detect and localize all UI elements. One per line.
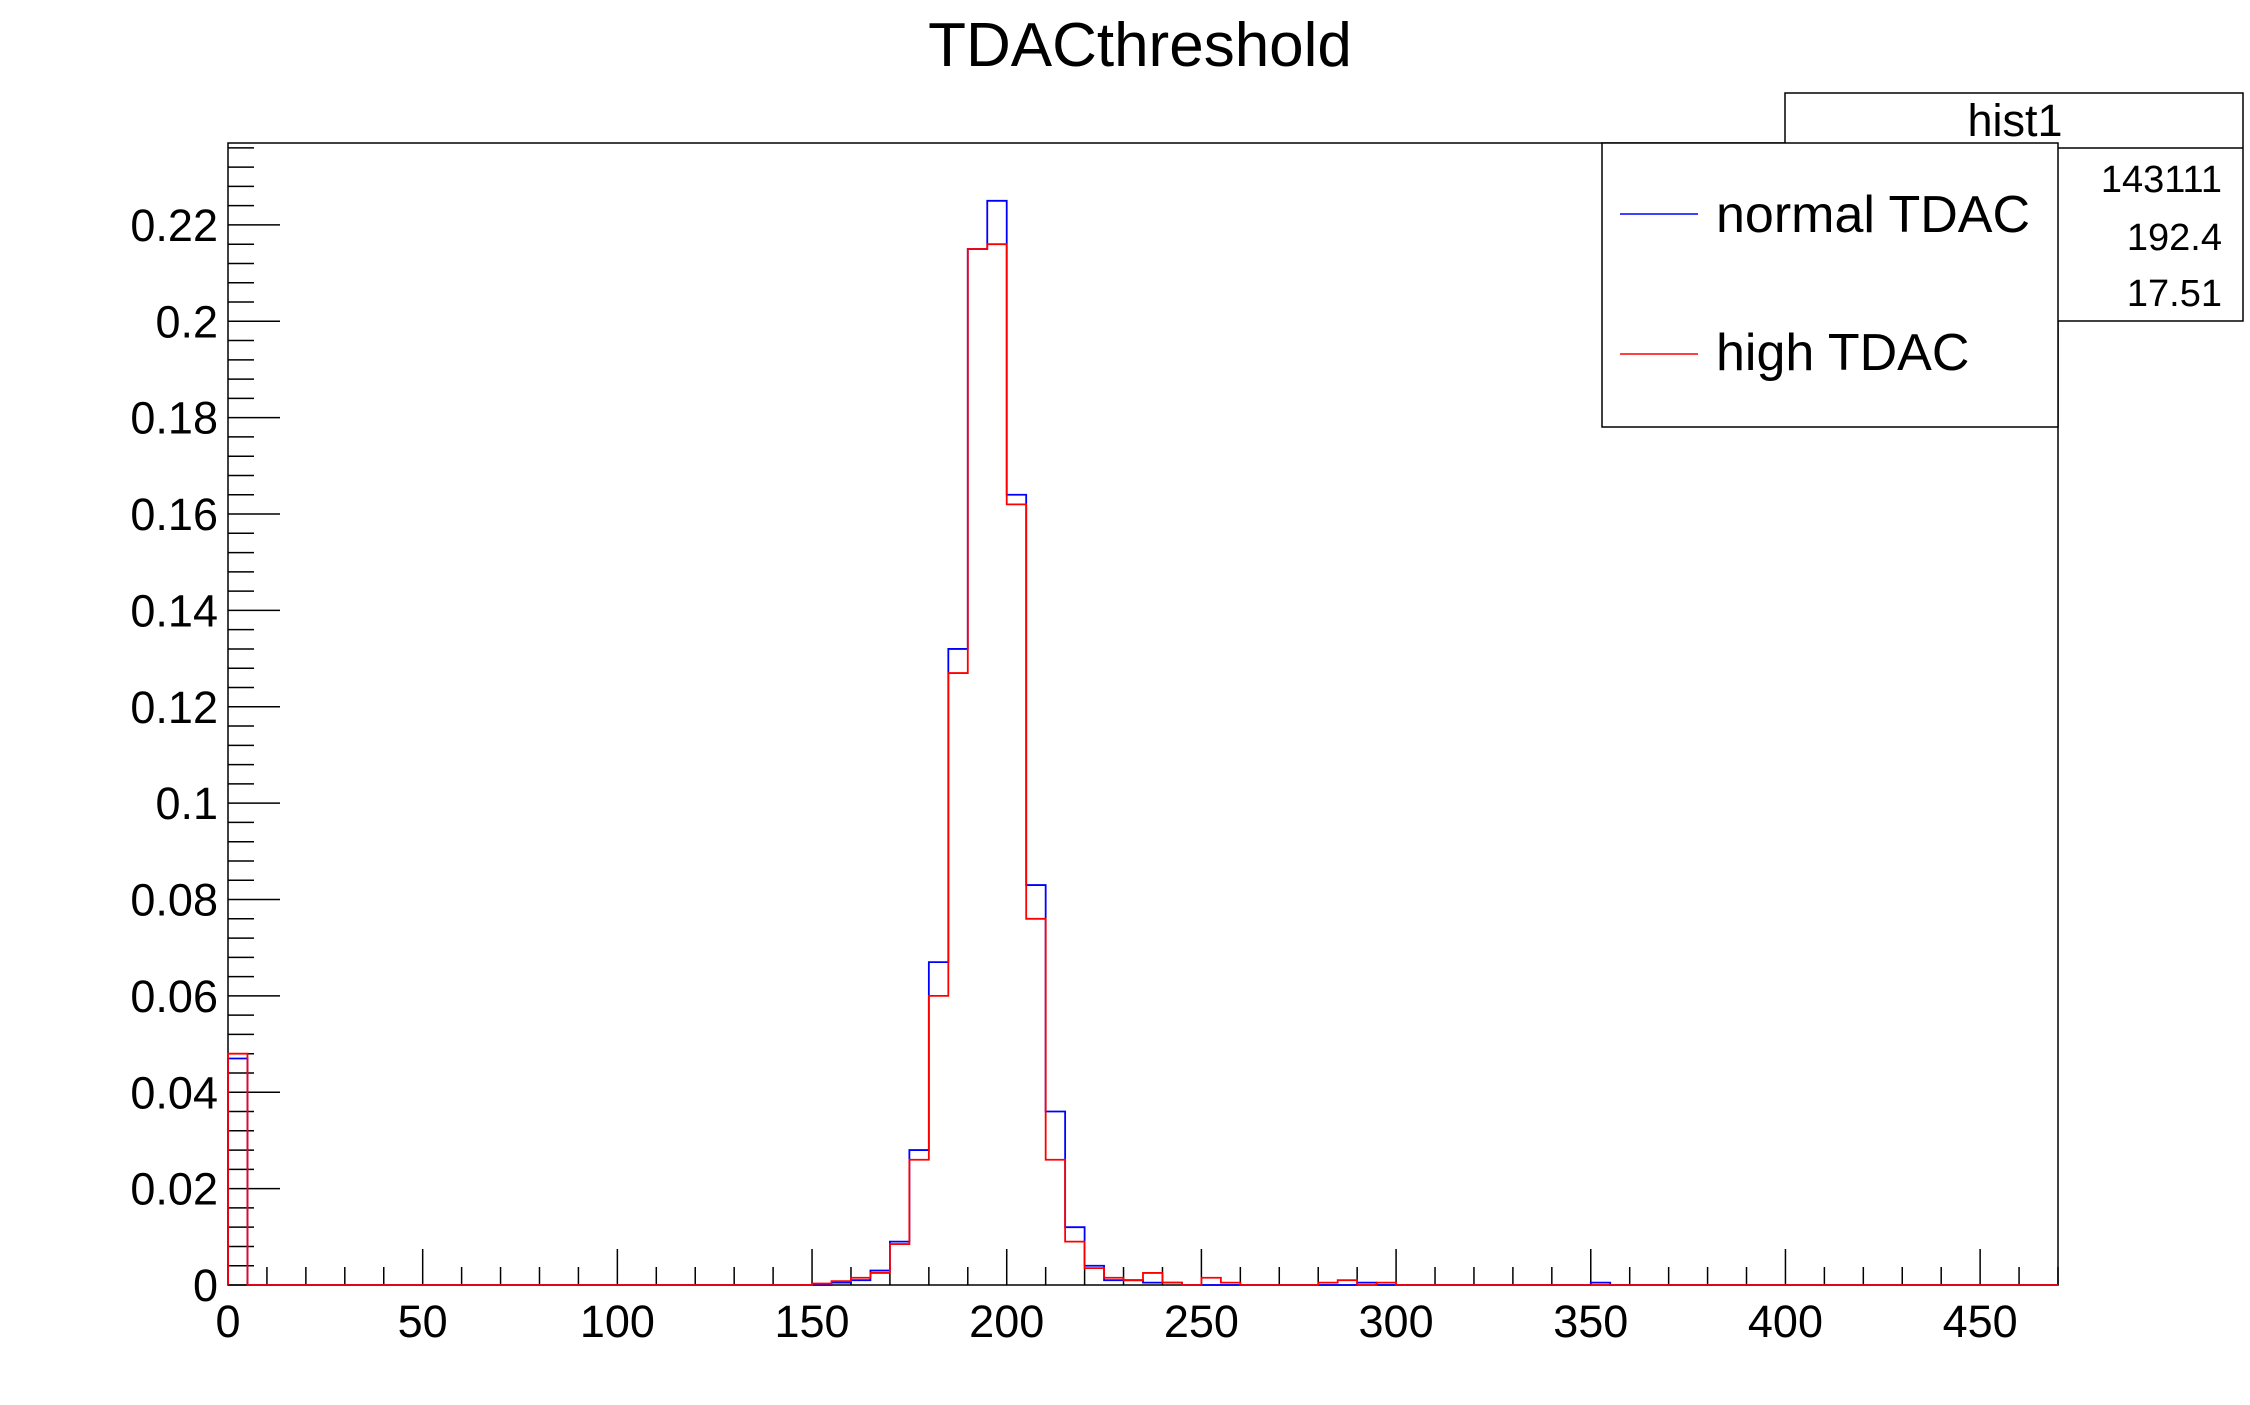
plot-frame bbox=[227, 142, 2059, 1286]
x-tick-label: 200 bbox=[969, 1296, 1044, 1347]
stats-title: hist1 bbox=[1967, 95, 2062, 146]
x-tick-label: 400 bbox=[1748, 1296, 1823, 1347]
x-axis: 0 50 100 150 200 250 300 350 400 450 bbox=[215, 1249, 2059, 1347]
legend-label-normal-tdac: normal TDAC bbox=[1716, 186, 2030, 244]
legend-label-high-tdac: high TDAC bbox=[1716, 324, 1969, 382]
y-tick-label: 0.02 bbox=[130, 1164, 218, 1215]
x-tick-label: 150 bbox=[774, 1296, 849, 1347]
chart-title: TDACthreshold bbox=[928, 11, 1352, 80]
y-tick-label: 0.06 bbox=[130, 971, 218, 1022]
x-tick-label: 250 bbox=[1164, 1296, 1239, 1347]
y-tick-label: 0.04 bbox=[130, 1067, 218, 1118]
legend: normal TDAC high TDAC bbox=[1601, 142, 2059, 428]
x-tick-label: 50 bbox=[398, 1296, 448, 1347]
y-tick-label: 0.18 bbox=[130, 393, 218, 444]
y-tick-label: 0.2 bbox=[155, 296, 218, 347]
stats-entries-value: 143111 bbox=[2101, 159, 2222, 201]
series-layer bbox=[227, 199, 2058, 1286]
y-tick-label: 0.14 bbox=[130, 585, 218, 636]
x-tick-label: 0 bbox=[215, 1296, 240, 1347]
y-tick-label: 0.08 bbox=[130, 875, 218, 926]
x-tick-label: 300 bbox=[1359, 1296, 1434, 1347]
stats-mean-value: 192.4 bbox=[2127, 217, 2222, 259]
y-axis: 0 0.02 0.04 0.06 0.08 0.1 0.12 0.14 0.16 0.18 0.2 0… bbox=[130, 147, 280, 1311]
y-tick-label: 0.16 bbox=[130, 489, 218, 540]
y-tick-label: 0.1 bbox=[155, 778, 218, 829]
x-tick-label: 100 bbox=[580, 1296, 655, 1347]
x-tick-label: 450 bbox=[1943, 1296, 2018, 1347]
y-tick-label: 0 bbox=[193, 1260, 218, 1311]
y-tick-label: 0.22 bbox=[130, 200, 218, 251]
y-tick-label: 0.12 bbox=[130, 682, 218, 733]
x-tick-label: 350 bbox=[1553, 1296, 1628, 1347]
series-high-tdac-histogram bbox=[227, 243, 2058, 1286]
stats-stddev-value: 17.51 bbox=[2127, 273, 2222, 315]
